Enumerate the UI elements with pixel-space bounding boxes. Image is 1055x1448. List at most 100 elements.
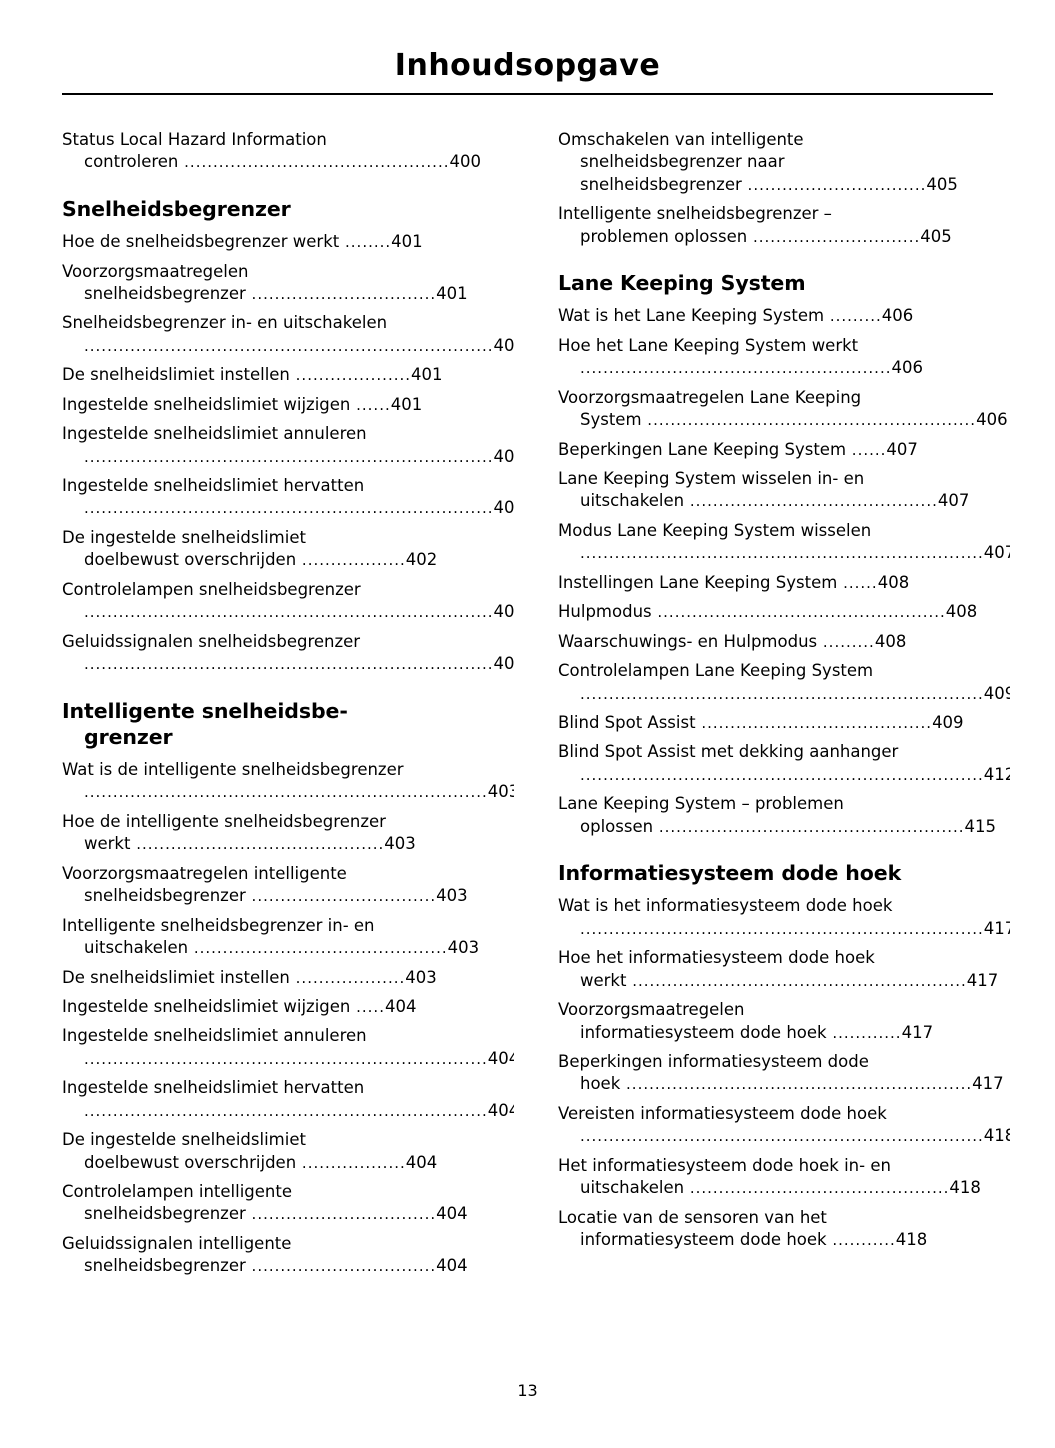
toc-page-number: 407 [937, 491, 970, 511]
toc-entry[interactable]: Voorzorgsmaatregelen snelheidsbegrenzer .… [62, 261, 514, 306]
toc-leader-dots: ................................ [245, 1257, 437, 1276]
toc-page-number: 418 [983, 1126, 1010, 1146]
toc-entry[interactable]: Ingestelde snelheidslimiet wijzigen ....… [62, 394, 514, 416]
toc-entry[interactable]: Controlelampen Lane Keeping System......… [558, 660, 1010, 705]
toc-page-number: 404 [384, 996, 417, 1016]
toc-entry-text-cont: werkt [580, 970, 627, 990]
toc-entry[interactable]: Hoe het informatiesysteem dode hoek werkt… [558, 947, 1010, 992]
toc-entry[interactable]: Intelligente snelheidsbegrenzer – problem… [558, 203, 1010, 248]
toc-entry[interactable]: Intelligente snelheidsbegrenzer in- en ui… [62, 915, 514, 960]
toc-entry-line: Ingestelde snelheidslimiet wijzigen ....… [62, 394, 514, 416]
toc-entry[interactable]: Controlelampen snelheidsbegrenzer.......… [62, 579, 514, 624]
toc-leader-dots: ........................................… [580, 1127, 984, 1146]
toc-entry-line: Beperkingen Lane Keeping System ......40… [558, 439, 1010, 461]
toc-entry[interactable]: Ingestelde snelheidslimiet wijzigen ....… [62, 996, 514, 1018]
toc-entry[interactable]: Modus Lane Keeping System wisselen......… [558, 520, 1010, 565]
toc-leader-dots: ................................ [245, 1205, 437, 1224]
toc-leader-dots: ........ [339, 233, 392, 252]
toc-entry-line: De snelheidslimiet instellen ...........… [62, 364, 514, 386]
toc-leader-dots: ........................................… [684, 1179, 950, 1198]
toc-entry[interactable]: Hoe het Lane Keeping System werkt.......… [558, 335, 1010, 380]
heading-line-1: Intelligente snelheidsbe- [62, 698, 348, 723]
toc-section-heading: Informatiesysteem dode hoek [558, 861, 902, 886]
toc-entry-text: Voorzorgsmaatregelen Lane Keeping [558, 387, 862, 407]
toc-entry[interactable]: Geluidssignalen snelheidsbegrenzer......… [62, 631, 514, 676]
toc-entry-line: hoek ...................................… [558, 1073, 1010, 1095]
toc-page-number: 402 [493, 602, 514, 622]
toc-entry-line: Waarschuwings- en Hulpmodus .........408 [558, 631, 1010, 653]
toc-leader-dots: ........................................… [580, 919, 984, 938]
toc-entry[interactable]: Locatie van de sensoren van het informati… [558, 1207, 1010, 1252]
toc-entry-line: ........................................… [62, 335, 514, 357]
toc-leader-dots: ..... [350, 997, 385, 1016]
toc-entry[interactable]: Waarschuwings- en Hulpmodus .........408 [558, 631, 1010, 653]
toc-entry[interactable]: Ingestelde snelheidslimiet annuleren....… [62, 1025, 514, 1070]
heading-line-2: grenzer [84, 724, 173, 749]
toc-entry[interactable]: Omschakelen van intelligente snelheidsbeg… [558, 129, 1010, 196]
toc-entry[interactable]: De ingestelde snelheidslimiet doelbewust … [62, 1129, 514, 1174]
toc-entry[interactable]: De ingestelde snelheidslimiet doelbewust … [62, 527, 514, 572]
toc-entry-text: De snelheidslimiet instellen [62, 365, 290, 385]
toc-entry-text: Ingestelde snelheidslimiet hervatten [62, 1078, 365, 1098]
toc-leader-dots: ......... [817, 632, 875, 651]
toc-entry[interactable]: Voorzorgsmaatregelen Lane Keeping System … [558, 387, 1010, 432]
toc-section-heading: Lane Keeping System [558, 271, 806, 296]
toc-entry[interactable]: Vereisten informatiesysteem dode hoek...… [558, 1103, 1010, 1148]
toc-entry[interactable]: Instellingen Lane Keeping System ......4… [558, 572, 1010, 594]
toc-page-number: 418 [949, 1178, 981, 1198]
toc-entry[interactable]: Geluidssignalen intelligente snelheidsbeg… [62, 1233, 514, 1278]
toc-leader-dots: ........................................… [84, 603, 494, 622]
toc-page-number: 401 [493, 446, 514, 466]
toc-leader-dots: ........................................… [130, 835, 385, 854]
toc-entry-line: ........................................… [558, 1125, 1010, 1147]
toc-entry-line: Blind Spot Assist ......................… [558, 712, 1010, 734]
toc-entry-text-cont: uitschakelen [580, 491, 685, 511]
toc-entry-line: ........................................… [62, 653, 514, 675]
header-divider [62, 93, 993, 95]
toc-entry-line: ........................................… [558, 683, 1010, 705]
toc-entry[interactable]: De snelheidslimiet instellen ...........… [62, 967, 514, 989]
toc-entry-text: Wat is het informatiesysteem dode hoek [558, 896, 893, 916]
toc-entry-text-cont: uitschakelen [84, 938, 189, 958]
toc-entry[interactable]: Status Local Hazard Information controler… [62, 129, 514, 174]
toc-entry-line: snelheidsbegrenzer .....................… [62, 885, 514, 907]
toc-entry[interactable]: Lane Keeping System – problemen oplossen … [558, 793, 1010, 838]
toc-entry[interactable]: Controlelampen intelligente snelheidsbegr… [62, 1181, 514, 1226]
toc-entry-line: snelheidsbegrenzer .....................… [62, 1255, 514, 1277]
toc-page-number: 401 [390, 394, 423, 414]
toc-entry[interactable]: Hoe de intelligente snelheidsbegrenzer we… [62, 811, 514, 856]
toc-entry[interactable]: Lane Keeping System wisselen in- en uitsc… [558, 468, 1010, 513]
toc-page-number: 407 [983, 543, 1010, 563]
toc-entry-text: Ingestelde snelheidslimiet annuleren [62, 424, 367, 444]
toc-entry[interactable]: Beperkingen informatiesysteem dode hoek .… [558, 1051, 1010, 1096]
toc-page-number: 402 [493, 654, 514, 674]
toc-entry[interactable]: De snelheidslimiet instellen ...........… [62, 364, 514, 386]
toc-entry-text-cont: doelbewust overschrijden [84, 1152, 297, 1172]
page-title: Inhoudsopgave [394, 48, 661, 83]
toc-entry[interactable]: Beperkingen Lane Keeping System ......40… [558, 439, 1010, 461]
toc-entry[interactable]: Ingestelde snelheidslimiet hervatten....… [62, 1077, 514, 1122]
toc-entry[interactable]: Snelheidsbegrenzer in- en uitschakelen..… [62, 312, 514, 357]
toc-entry[interactable]: Voorzorgsmaatregelen intelligente snelhei… [62, 863, 514, 908]
toc-entry[interactable]: Hoe de snelheidsbegrenzer werkt ........… [62, 231, 514, 253]
toc-entry[interactable]: Wat is het informatiesysteem dode hoek..… [558, 895, 1010, 940]
toc-leader-dots: ........................................ [695, 713, 933, 732]
toc-entry-text-cont: problemen oplossen [580, 226, 748, 246]
toc-entry[interactable]: Wat is het Lane Keeping System .........… [558, 305, 1010, 327]
toc-entry[interactable]: Blind Spot Assist ......................… [558, 712, 1010, 734]
toc-entry-text-cont: informatiesysteem dode hoek [580, 1230, 827, 1250]
toc-entry-line: ........................................… [62, 446, 514, 468]
toc-entry-text: Voorzorgsmaatregelen [558, 1000, 745, 1020]
toc-leader-dots: ........................................… [641, 411, 977, 430]
toc-entry[interactable]: Voorzorgsmaatregelen informatiesysteem do… [558, 999, 1010, 1044]
toc-entry[interactable]: Blind Spot Assist met dekking aanhanger.… [558, 741, 1010, 786]
toc-page-number: 406 [976, 410, 1008, 430]
toc-entry[interactable]: Ingestelde snelheidslimiet annuleren....… [62, 423, 514, 468]
toc-entry-line: snelheidsbegrenzer .....................… [62, 283, 514, 305]
toc-entry[interactable]: Ingestelde snelheidslimiet hervatten....… [62, 475, 514, 520]
toc-entry-text: De ingestelde snelheidslimiet [62, 527, 306, 547]
toc-entry[interactable]: Wat is de intelligente snelheidsbegrenze… [62, 759, 514, 804]
toc-entry[interactable]: Het informatiesysteem dode hoek in- en ui… [558, 1155, 1010, 1200]
toc-entry-text: Hoe het Lane Keeping System werkt [558, 335, 859, 355]
toc-entry[interactable]: Hulpmodus ..............................… [558, 601, 1010, 623]
